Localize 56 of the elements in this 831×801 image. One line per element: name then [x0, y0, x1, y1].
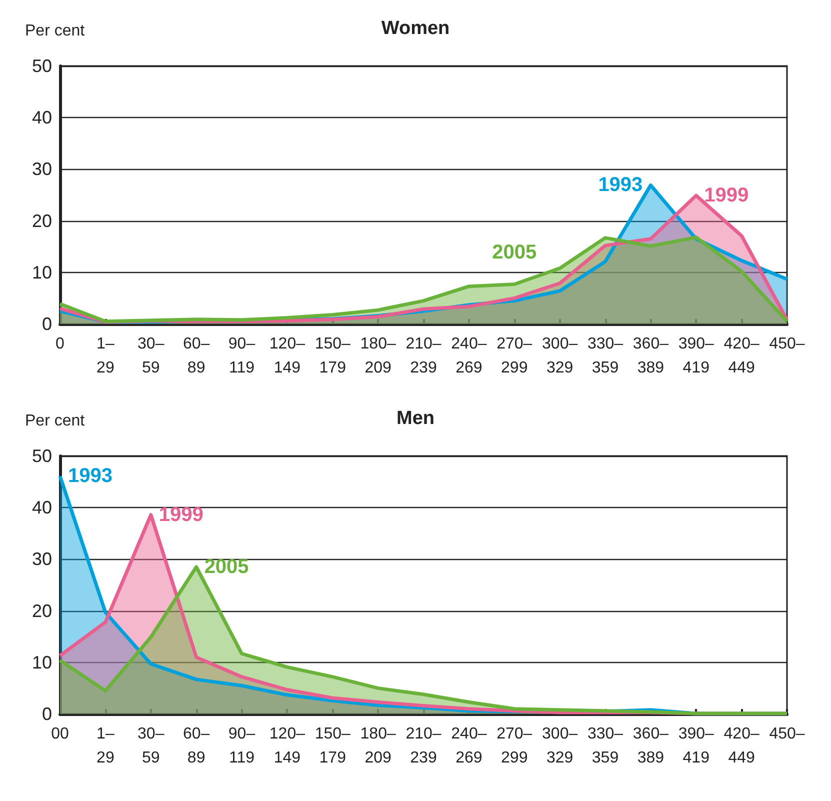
x-tick-label: 390– 419 [678, 726, 714, 766]
chart-title: Men [396, 408, 434, 429]
series-label: 2005 [204, 556, 249, 578]
x-tick-label: 1– 29 [96, 726, 114, 766]
x-tick-label: 240– 269 [451, 336, 487, 376]
x-tick-label: 90– 119 [228, 726, 256, 766]
x-tick-label: 300– 329 [542, 726, 578, 766]
x-tick-label: 240– 269 [451, 726, 487, 766]
x-tick-label: 390– 419 [678, 336, 714, 376]
series-label: 2005 [492, 241, 537, 264]
x-tick-label: 270– 299 [496, 336, 532, 376]
chart-title: Women [381, 18, 450, 39]
y-tick-label: 50 [32, 446, 52, 466]
y-tick-label: 0 [42, 704, 52, 724]
x-tick-label: 60– 89 [182, 336, 210, 376]
x-tick-label: 270– 299 [496, 726, 532, 766]
x-tick-label: 0 [56, 336, 65, 352]
x-tick-label: 120– 149 [269, 726, 306, 766]
series-label: 1993 [68, 465, 112, 488]
x-tick-label: 450– [769, 336, 805, 352]
y-tick-label: 40 [32, 498, 52, 518]
x-tick-label: 420– 449 [724, 336, 760, 376]
y-tick-label: 30 [32, 549, 52, 570]
y-tick-label: 20 [32, 600, 52, 621]
y-axis-title: Per cent [25, 22, 86, 40]
x-tick-label: 1– 29 [96, 336, 114, 376]
series-label: 1999 [158, 504, 204, 526]
y-tick-label: 40 [32, 108, 52, 128]
y-tick-label: 20 [32, 210, 52, 231]
x-tick-label: 150– 179 [314, 336, 351, 376]
x-tick-label: 420– 449 [724, 726, 760, 766]
x-tick-label: 360– 389 [632, 726, 669, 766]
x-tick-label: 450– [769, 726, 805, 742]
x-tick-label: 00 [51, 726, 69, 742]
x-tick-label: 150– 179 [314, 726, 351, 766]
y-tick-label: 50 [32, 56, 52, 76]
x-tick-label: 300– 329 [542, 336, 578, 376]
x-tick-label: 210– 239 [406, 726, 442, 766]
x-tick-label: 330– 359 [587, 726, 624, 766]
y-axis-title: Per cent [25, 412, 86, 430]
y-tick-label: 10 [32, 652, 52, 672]
x-tick-label: 210– 239 [406, 336, 442, 376]
x-tick-label: 30– 59 [138, 726, 164, 766]
x-tick-label: 180– 209 [360, 726, 396, 766]
y-tick-label: 10 [32, 262, 52, 282]
x-tick-label: 180– 209 [360, 336, 396, 376]
series-label: 1999 [704, 184, 749, 207]
x-tick-label: 330– 359 [587, 336, 624, 376]
x-tick-label: 30– 59 [138, 336, 164, 376]
series-label: 1993 [598, 174, 643, 196]
y-tick-label: 0 [42, 314, 52, 334]
x-tick-label: 360– 389 [632, 336, 669, 376]
x-tick-label: 60– 89 [182, 726, 210, 766]
x-tick-label: 90– 119 [228, 336, 256, 376]
y-tick-label: 30 [32, 159, 52, 180]
x-tick-label: 120– 149 [269, 336, 306, 376]
